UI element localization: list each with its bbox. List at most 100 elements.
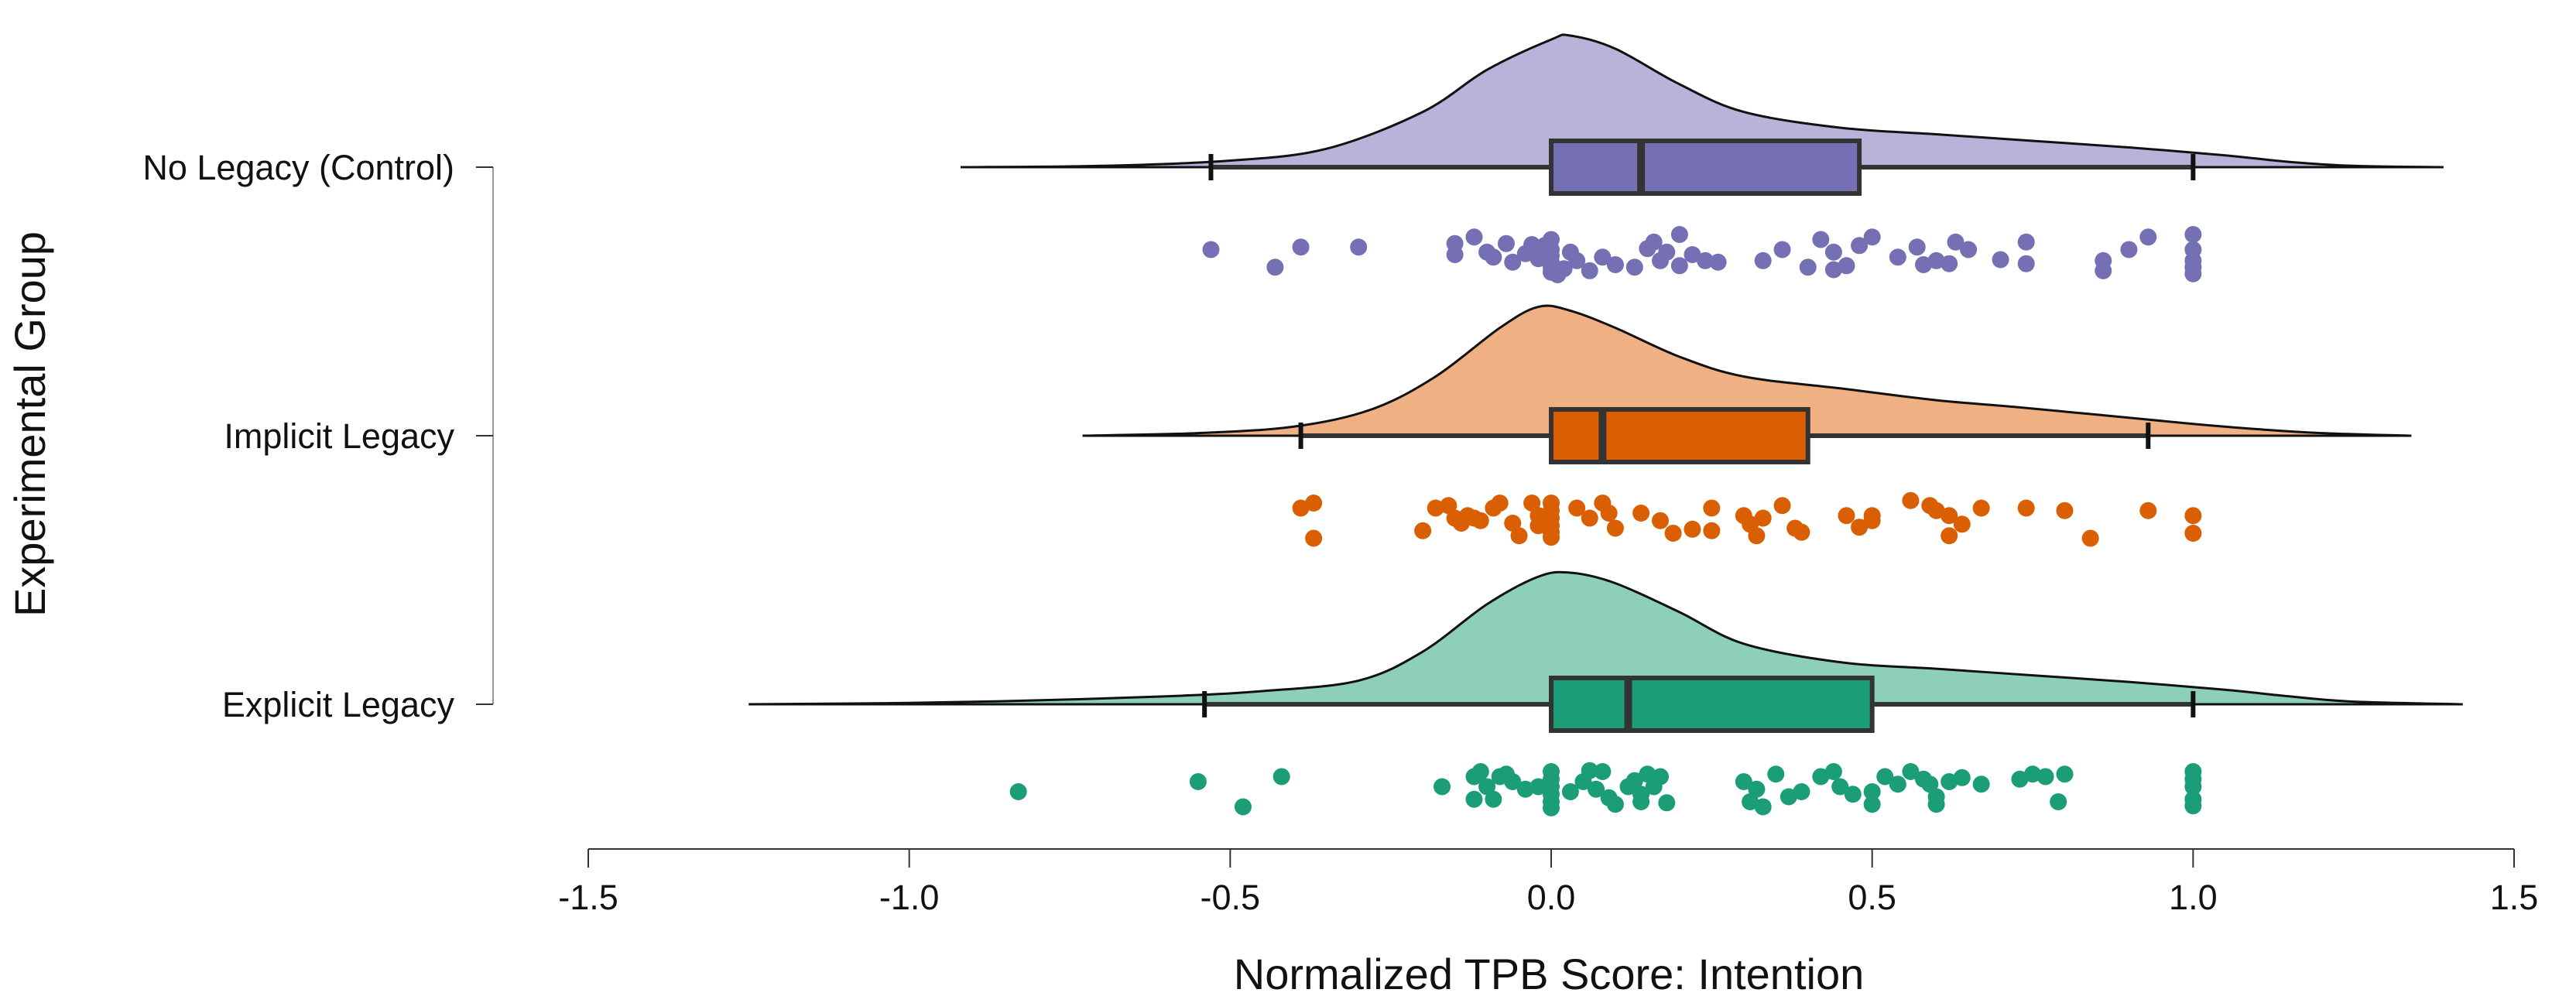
density-outline-implicit-legacy (1082, 304, 2412, 437)
data-point-explicit-legacy (1465, 790, 1483, 808)
density-fill-implicit-legacy (1082, 306, 2412, 436)
data-point-explicit-legacy (1561, 783, 1579, 800)
data-point-no-legacy (2017, 255, 2035, 272)
box-no-legacy (1549, 139, 1862, 196)
data-point-explicit-legacy (1009, 783, 1027, 800)
data-point-no-legacy (1504, 253, 1522, 271)
data-point-implicit-legacy (1972, 499, 1990, 517)
data-point-explicit-legacy (1921, 775, 1939, 793)
data-point-no-legacy (1581, 262, 1598, 279)
data-point-implicit-legacy (2184, 507, 2202, 525)
data-point-no-legacy (1555, 260, 1573, 278)
data-point-explicit-legacy (1953, 769, 1971, 786)
x-tick-label: 1.0 (2169, 878, 2218, 917)
data-point-explicit-legacy (2050, 793, 2067, 810)
data-point-explicit-legacy (2024, 765, 2041, 783)
data-point-no-legacy (1497, 234, 1515, 252)
data-point-explicit-legacy (1889, 775, 1906, 793)
data-point-explicit-legacy (1639, 765, 1656, 783)
y-category-label: No Legacy (Control) (142, 148, 454, 187)
data-point-implicit-legacy (1863, 507, 1881, 525)
data-point-explicit-legacy (1793, 783, 1810, 800)
data-point-implicit-legacy (1491, 495, 1509, 512)
data-point-implicit-legacy (1305, 495, 1323, 512)
data-point-no-legacy (1670, 257, 1688, 275)
data-point-implicit-legacy (2081, 529, 2099, 547)
x-ticks: -1.5 -1.0 -0.5 0.0 0.5 1.0 1.5 (558, 849, 2538, 917)
data-point-implicit-legacy (1838, 507, 1855, 525)
data-point-implicit-legacy (1748, 527, 1766, 545)
data-point-explicit-legacy (1754, 798, 1772, 816)
data-point-explicit-legacy (1434, 778, 1451, 796)
data-point-implicit-legacy (1773, 497, 1791, 515)
data-point-no-legacy (1947, 233, 1965, 251)
data-point-explicit-legacy (1824, 763, 1842, 780)
data-point-implicit-legacy (1632, 505, 1650, 522)
data-point-explicit-legacy (1478, 778, 1496, 796)
data-point-implicit-legacy (1581, 509, 1598, 527)
data-point-implicit-legacy (1471, 512, 1489, 529)
data-point-explicit-legacy (1876, 768, 1894, 786)
data-point-explicit-legacy (1594, 763, 1612, 780)
data-point-implicit-legacy (1754, 509, 1772, 527)
data-point-no-legacy (1709, 253, 1727, 271)
data-point-explicit-legacy (2056, 765, 2074, 783)
data-point-explicit-legacy (1767, 765, 1785, 783)
data-point-implicit-legacy (2139, 502, 2157, 519)
data-point-explicit-legacy (1863, 796, 1881, 813)
data-point-no-legacy (2095, 262, 2112, 279)
data-point-no-legacy (2139, 228, 2157, 246)
y-axis-title: Experimental Group (5, 231, 54, 617)
data-point-no-legacy (1754, 252, 1772, 269)
data-point-explicit-legacy (1941, 773, 1958, 790)
data-point-explicit-legacy (1658, 794, 1676, 812)
data-point-no-legacy (1446, 246, 1464, 263)
data-point-implicit-legacy (2056, 502, 2074, 519)
y-category-label: Implicit Legacy (224, 416, 454, 456)
data-point-no-legacy (1927, 252, 1945, 269)
data-point-implicit-legacy (1427, 499, 1444, 517)
data-point-explicit-legacy (1735, 773, 1752, 790)
data-point-explicit-legacy (1625, 772, 1643, 789)
data-point-implicit-legacy (1292, 499, 1310, 517)
data-point-implicit-legacy (1851, 519, 1869, 536)
data-point-implicit-legacy (1793, 523, 1810, 541)
data-point-explicit-legacy (1516, 780, 1534, 798)
data-point-explicit-legacy (1581, 762, 1598, 779)
data-point-implicit-legacy (1568, 499, 1586, 517)
density-layer (748, 33, 2463, 706)
data-point-no-legacy (1684, 246, 1701, 263)
data-point-explicit-legacy (1812, 768, 1830, 786)
data-point-no-legacy (1824, 261, 1842, 279)
data-point-no-legacy (1465, 228, 1483, 246)
x-axis-title: Normalized TPB Score: Intention (1234, 950, 1864, 998)
data-point-implicit-legacy (1941, 507, 1958, 525)
x-tick-label: -1.5 (558, 878, 618, 917)
data-point-implicit-legacy (1953, 515, 1971, 533)
data-point-explicit-legacy (1863, 783, 1881, 800)
data-point-implicit-legacy (1703, 522, 1721, 539)
data-point-implicit-legacy (1305, 529, 1323, 547)
data-point-no-legacy (1594, 248, 1612, 266)
data-point-no-legacy (1658, 243, 1676, 261)
data-point-no-legacy (1812, 231, 1830, 248)
boxplot-layer (1202, 139, 2196, 733)
data-point-explicit-legacy (2184, 797, 2202, 815)
data-point-no-legacy (1645, 233, 1663, 251)
data-point-explicit-legacy (1234, 798, 1252, 816)
data-point-implicit-legacy (1664, 525, 1682, 542)
data-point-no-legacy (2184, 226, 2202, 243)
data-point-explicit-legacy (1844, 786, 1862, 803)
data-point-explicit-legacy (1189, 773, 1207, 790)
data-point-implicit-legacy (2184, 525, 2202, 542)
data-point-no-legacy (1851, 237, 1869, 255)
data-point-no-legacy (1992, 251, 2009, 269)
data-point-no-legacy (1915, 256, 1933, 273)
data-point-no-legacy (1863, 228, 1881, 246)
data-point-no-legacy (1889, 248, 1906, 266)
density-fill-explicit-legacy (748, 572, 2463, 704)
data-point-no-legacy (2184, 265, 2202, 282)
data-point-implicit-legacy (2017, 499, 2035, 517)
data-point-no-legacy (1543, 231, 1560, 248)
data-point-explicit-legacy (1972, 775, 1990, 793)
